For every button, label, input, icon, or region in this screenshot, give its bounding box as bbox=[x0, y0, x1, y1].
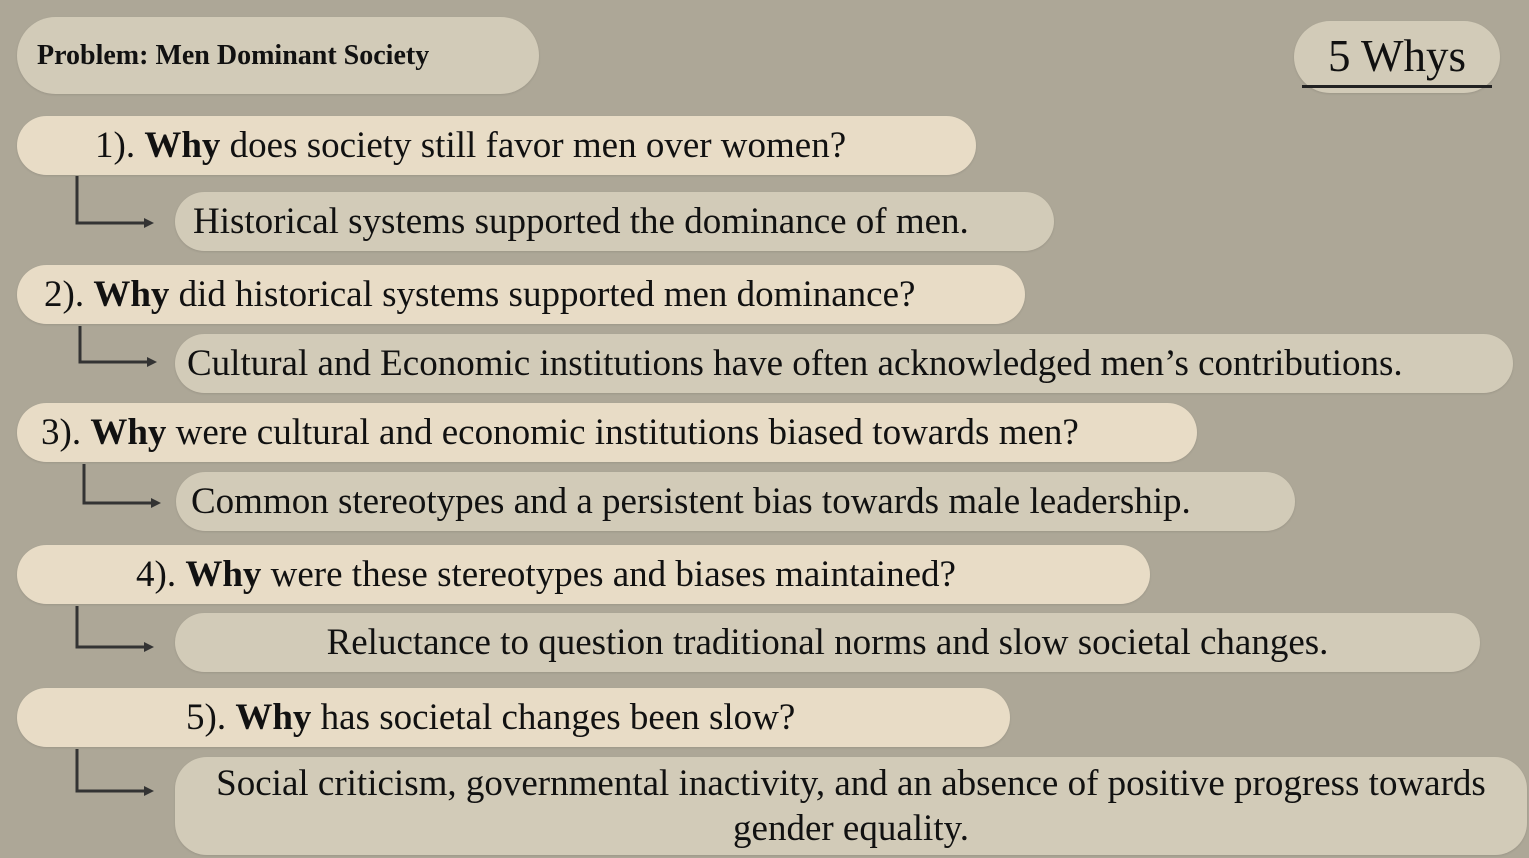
why-question-text-4: were these stereotypes and biases mainta… bbox=[270, 554, 956, 595]
arrow-icon bbox=[75, 176, 154, 228]
title-box: 5 Whys bbox=[1294, 21, 1500, 93]
why-word-3: Why bbox=[90, 412, 167, 453]
problem-label: Problem: Men Dominant Society bbox=[37, 39, 430, 71]
why-question-text-2: did historical systems supported men dom… bbox=[178, 274, 916, 315]
why-question-text-3: were cultural and economic institutions … bbox=[175, 412, 1079, 453]
why-answer-2: Cultural and Economic institutions have … bbox=[175, 334, 1513, 393]
why-answer-text-1: Historical systems supported the dominan… bbox=[193, 201, 969, 242]
why-answer-text-5: Social criticism, governmental inactivit… bbox=[216, 763, 1486, 849]
why-question-3: 3). Why were cultural and economic insti… bbox=[17, 403, 1197, 462]
why-answer-4: Reluctance to question traditional norms… bbox=[175, 613, 1480, 672]
arrow-icon bbox=[75, 606, 154, 652]
why-question-4: 4). Why were these stereotypes and biase… bbox=[17, 545, 1150, 604]
why-answer-5: Social criticism, governmental inactivit… bbox=[175, 757, 1527, 855]
why-answer-text-2: Cultural and Economic institutions have … bbox=[187, 343, 1403, 384]
why-word-1: Why bbox=[144, 125, 221, 166]
why-number-2: 2). bbox=[44, 274, 85, 315]
why-answer-3: Common stereotypes and a persistent bias… bbox=[176, 472, 1295, 531]
arrow-icon bbox=[82, 464, 161, 508]
why-number-3: 3). bbox=[41, 412, 82, 453]
why-answer-1: Historical systems supported the dominan… bbox=[175, 192, 1054, 251]
why-number-1: 1). bbox=[95, 125, 136, 166]
why-question-5: 5). Why has societal changes been slow? bbox=[17, 688, 1010, 747]
why-word-2: Why bbox=[93, 274, 170, 315]
why-word-5: Why bbox=[235, 697, 312, 738]
diagram-title: 5 Whys bbox=[1302, 30, 1492, 88]
why-answer-text-3: Common stereotypes and a persistent bias… bbox=[191, 481, 1191, 522]
why-number-4: 4). bbox=[136, 554, 177, 595]
why-question-2: 2). Why did historical systems supported… bbox=[17, 265, 1025, 324]
why-word-4: Why bbox=[185, 554, 262, 595]
problem-box: Problem: Men Dominant Society bbox=[17, 17, 539, 94]
arrow-icon bbox=[75, 749, 154, 796]
why-question-text-5: has societal changes been slow? bbox=[320, 697, 796, 738]
why-number-5: 5). bbox=[186, 697, 227, 738]
arrow-icon bbox=[78, 326, 157, 367]
why-answer-text-4: Reluctance to question traditional norms… bbox=[326, 622, 1329, 663]
why-question-1: 1). Why does society still favor men ove… bbox=[17, 116, 976, 175]
why-question-text-1: does society still favor men over women? bbox=[229, 125, 847, 166]
